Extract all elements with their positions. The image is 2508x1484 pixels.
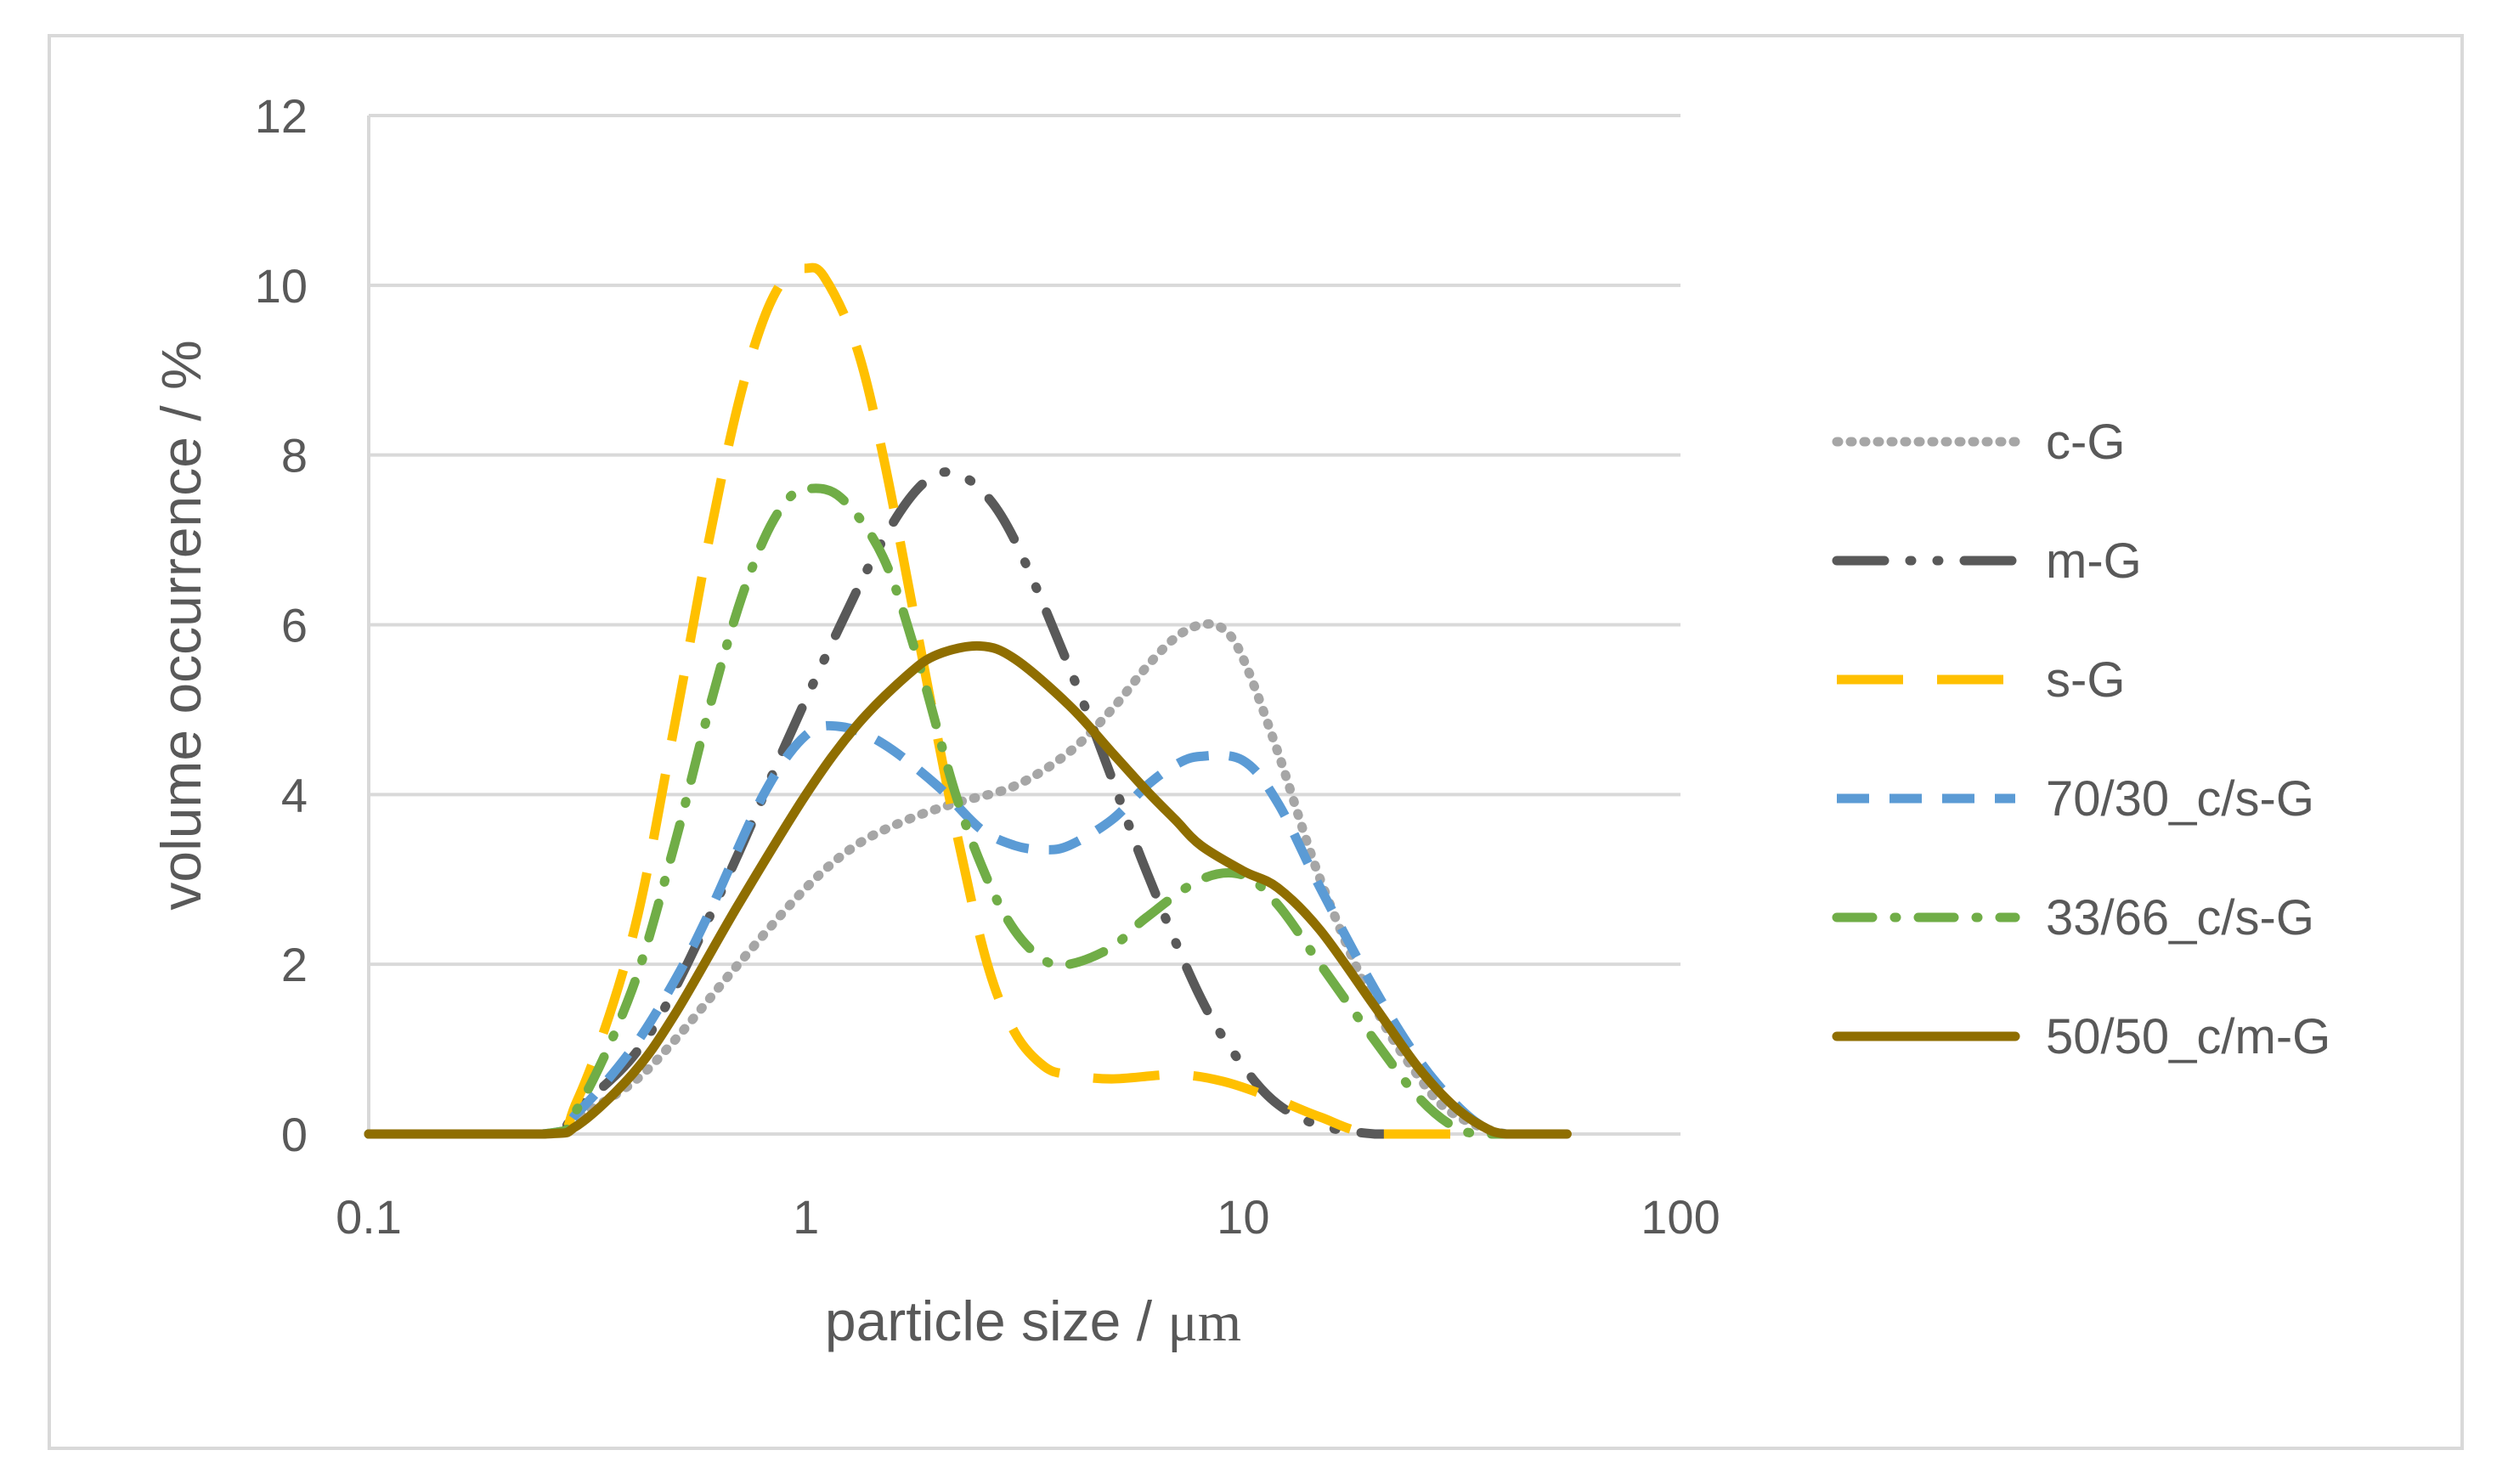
x-tick-label: 1 <box>793 1190 819 1244</box>
y-tick-label: 2 <box>281 938 308 991</box>
x-tick-label: 0.1 <box>336 1190 402 1244</box>
y-axis-title: volume occurrence / % <box>150 340 212 910</box>
x-tick-label: 10 <box>1217 1190 1269 1244</box>
legend: c-G m-G s-G 70/30_c/s-G 33/66_c/s-G 50/50_c/m… <box>1832 415 2330 1064</box>
legend-label-m-g: m-G <box>2046 533 2142 589</box>
x-axis-title: particle size / μm <box>825 1289 1241 1353</box>
y-tick-label: 4 <box>281 768 308 821</box>
legend-label-33-66-c-s-g: 33/66_c/s-G <box>2046 890 2314 945</box>
series-line-33-66-c-s-g <box>364 483 1554 1139</box>
y-tick-label: 6 <box>281 599 308 652</box>
y-tick-label: 0 <box>281 1108 308 1161</box>
y-axis-ticks: 0 2 4 6 8 10 12 <box>255 89 308 1161</box>
x-axis-ticks: 0.1 1 10 100 <box>336 1190 1720 1244</box>
legend-label-50-50-c-m-g: 50/50_c/m-G <box>2046 1009 2330 1064</box>
series-lines <box>364 262 1572 1139</box>
chart-frame <box>48 34 2464 1450</box>
series-line-m-g <box>364 467 1422 1139</box>
x-tick-label: 100 <box>1641 1190 1720 1244</box>
series-line-50-50-c-m-g <box>364 640 1572 1139</box>
gridlines <box>369 114 1680 1136</box>
legend-label-c-g: c-G <box>2046 415 2125 470</box>
y-tick-label: 12 <box>255 89 308 143</box>
legend-label-70-30-c-s-g: 70/30_c/s-G <box>2046 771 2314 827</box>
series-line-70-30-c-s-g <box>369 720 1568 1139</box>
y-tick-label: 8 <box>281 429 308 482</box>
y-tick-label: 10 <box>255 259 308 313</box>
legend-label-s-g: s-G <box>2046 652 2125 708</box>
